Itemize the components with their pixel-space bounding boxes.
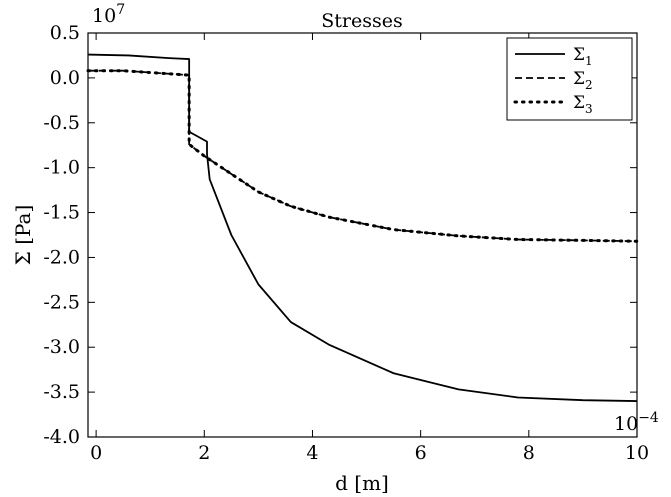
y-axis-label: Σ [Pa] bbox=[11, 205, 35, 266]
y-tick-label: -4.0 bbox=[43, 426, 80, 448]
y-multiplier-exponent: 7 bbox=[116, 2, 125, 18]
y-axis-multiplier: 107 bbox=[92, 2, 125, 27]
ticks-layer: 0 2 4 6 8 10 0.5 0.0 -0.5 -1.0 -1.5 -2.0 -2.5 -3.0 -3.… bbox=[43, 22, 649, 464]
y-tick-label: -2.0 bbox=[43, 246, 80, 268]
legend-label-subscript: 3 bbox=[585, 102, 593, 116]
legend-label-1: Σ1 bbox=[573, 45, 593, 68]
plot-frame bbox=[87, 32, 638, 438]
y-tick-label: -1.0 bbox=[43, 157, 80, 179]
y-tick-label: -1.5 bbox=[43, 202, 80, 224]
legend-label-2: Σ2 bbox=[573, 69, 593, 92]
series-line-1 bbox=[87, 53, 638, 402]
series-line-3 bbox=[86, 69, 639, 243]
legend-box bbox=[506, 37, 633, 121]
x-axis-label: d [m] bbox=[335, 471, 389, 495]
x-tick-label: 8 bbox=[523, 442, 535, 464]
legend-label-subscript: 1 bbox=[585, 54, 593, 68]
x-tick-label: 0 bbox=[90, 442, 102, 464]
y-tick-label: -0.5 bbox=[43, 112, 80, 134]
y-tick-label: -3.0 bbox=[43, 336, 80, 358]
legend-label-3: Σ3 bbox=[573, 93, 593, 116]
x-tick-label: 4 bbox=[306, 442, 318, 464]
x-tick-label: 6 bbox=[415, 442, 427, 464]
x-multiplier-base: 10 bbox=[614, 413, 638, 435]
x-tick-label: 2 bbox=[198, 442, 210, 464]
legend-label-base: Σ bbox=[573, 69, 585, 89]
y-tick-label: -3.5 bbox=[43, 381, 80, 403]
legend-label-subscript: 2 bbox=[585, 78, 593, 92]
y-tick-label: -2.5 bbox=[43, 291, 80, 313]
y-tick-label: 0.5 bbox=[50, 22, 80, 44]
legend-label-base: Σ bbox=[573, 93, 585, 113]
chart-title: Stresses bbox=[321, 10, 402, 32]
y-multiplier-base: 10 bbox=[92, 5, 116, 27]
legend-label-base: Σ bbox=[573, 45, 585, 65]
x-multiplier-exponent: −4 bbox=[638, 410, 659, 426]
x-axis-multiplier: 10−4 bbox=[614, 410, 659, 435]
y-tick-label: 0.0 bbox=[50, 67, 80, 89]
series-layer bbox=[86, 53, 639, 402]
x-tick-label: 10 bbox=[625, 442, 649, 464]
